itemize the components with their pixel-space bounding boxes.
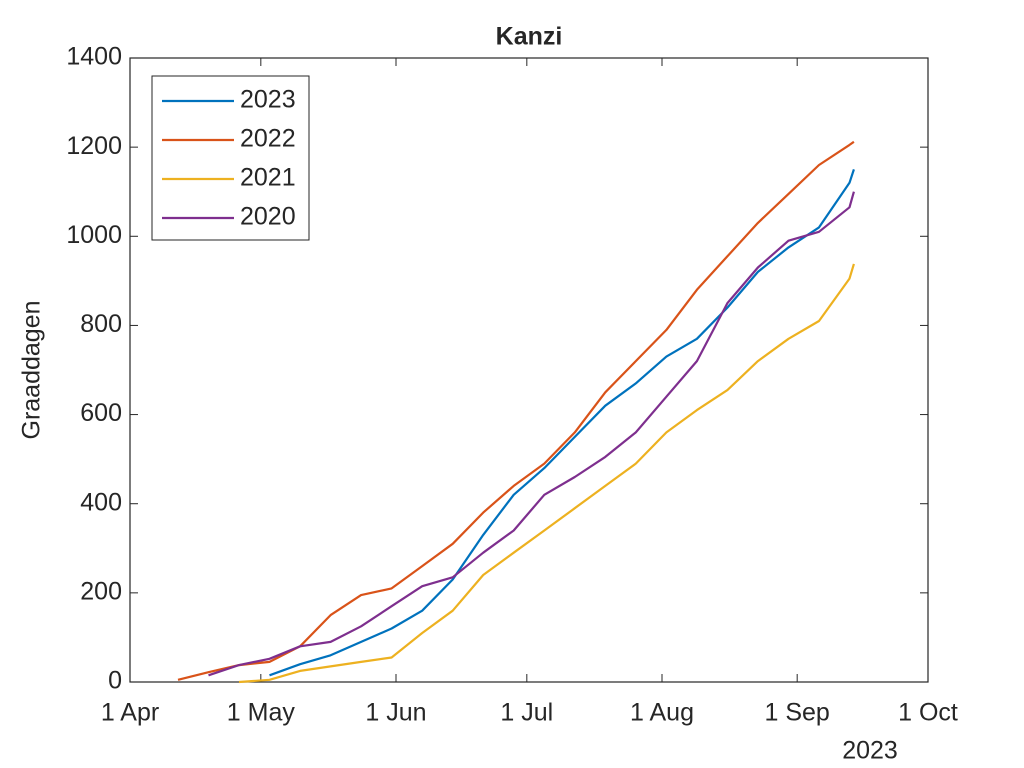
plot-frame bbox=[129, 57, 929, 683]
x-secondary-label: 2023 bbox=[842, 737, 898, 765]
line-series bbox=[269, 169, 855, 677]
y-tick-label: 0 bbox=[108, 667, 122, 695]
y-tick-label: 400 bbox=[80, 488, 122, 516]
x-tick-label: 1 Jun bbox=[365, 699, 426, 727]
x-tick-label: 1 May bbox=[227, 699, 296, 727]
y-tick-label: 1200 bbox=[66, 132, 122, 160]
y-tick-label: 1000 bbox=[66, 221, 122, 249]
x-tick-label: 1 Jul bbox=[500, 699, 553, 727]
legend-box bbox=[151, 75, 310, 241]
chart-title: Kanzi bbox=[496, 23, 563, 51]
y-tick-label: 800 bbox=[80, 310, 122, 338]
legend-label: 2021 bbox=[240, 164, 296, 192]
y-tick-label: 600 bbox=[80, 399, 122, 427]
x-tick-label: 1 Sep bbox=[765, 699, 830, 727]
legend-label: 2023 bbox=[240, 86, 296, 114]
line-series bbox=[238, 263, 855, 684]
y-axis-label: Graaddagen bbox=[18, 300, 46, 439]
line-series bbox=[208, 191, 855, 677]
y-tick-label: 200 bbox=[80, 577, 122, 605]
x-tick-label: 1 Oct bbox=[898, 699, 958, 727]
legend-label: 2020 bbox=[240, 203, 296, 231]
y-tick-label: 1400 bbox=[66, 43, 122, 71]
x-tick-label: 1 Aug bbox=[630, 699, 694, 727]
legend-label: 2022 bbox=[240, 125, 296, 153]
x-tick-label: 1 Apr bbox=[101, 699, 159, 727]
